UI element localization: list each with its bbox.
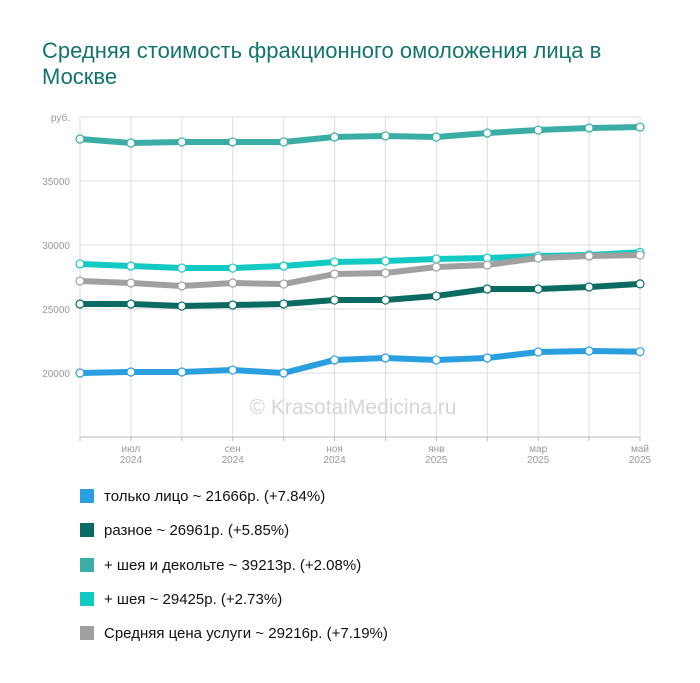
point xyxy=(482,284,492,294)
point xyxy=(177,367,187,377)
legend-swatch xyxy=(80,626,94,641)
legend-swatch xyxy=(80,557,94,572)
point xyxy=(533,347,543,357)
point xyxy=(126,278,136,288)
point xyxy=(482,128,492,138)
point xyxy=(635,250,645,260)
point xyxy=(75,299,85,309)
series-line xyxy=(77,347,643,376)
legend-label: разное ~ 26961р. (+5.85%) xyxy=(104,522,290,540)
legend-swatch xyxy=(80,489,94,503)
point xyxy=(279,261,289,271)
point xyxy=(380,131,391,141)
point xyxy=(584,346,594,356)
x-tick-label: май 2025 xyxy=(628,444,652,466)
point xyxy=(431,291,441,301)
point xyxy=(75,134,85,144)
y-tick-label: 35000 xyxy=(42,177,70,188)
chart-title: Средняя стоимость фракционного омоложени… xyxy=(42,38,602,89)
legend-swatch xyxy=(80,523,94,538)
point xyxy=(635,279,645,289)
point xyxy=(584,123,594,133)
point xyxy=(75,368,85,378)
point xyxy=(380,268,391,278)
point xyxy=(635,347,645,357)
x-tick-label: ноя 2024 xyxy=(323,444,346,466)
y-tick-label: руб. xyxy=(51,112,70,124)
point xyxy=(482,353,492,363)
point xyxy=(228,137,238,147)
point xyxy=(228,300,238,310)
point xyxy=(177,281,187,291)
point xyxy=(177,137,187,147)
x-tick-label: мар 2025 xyxy=(527,444,550,466)
point xyxy=(329,132,340,142)
point xyxy=(279,368,289,378)
watermark: © KrasotaiMedicina.ru xyxy=(250,396,457,419)
point xyxy=(533,125,543,135)
point xyxy=(177,263,187,273)
point xyxy=(431,132,441,142)
point xyxy=(380,295,391,305)
point xyxy=(329,295,340,305)
point xyxy=(329,257,340,267)
point xyxy=(279,299,289,309)
y-tick-label: 25000 xyxy=(42,305,70,316)
point xyxy=(279,279,289,289)
point xyxy=(75,259,85,269)
point xyxy=(228,278,238,288)
legend-label: только лицо ~ 21666р. (+7.84%) xyxy=(104,488,326,505)
point xyxy=(329,269,340,279)
point xyxy=(584,282,594,292)
point xyxy=(533,284,543,294)
y-tick-label: 30000 xyxy=(42,241,70,252)
legend-label: Средняя цена услуги ~ 29216р. (+7.19%) xyxy=(104,625,388,643)
point xyxy=(75,276,85,286)
x-tick-label: сен 2024 xyxy=(221,444,244,466)
point xyxy=(482,260,492,270)
legend-swatch xyxy=(80,591,94,606)
point xyxy=(635,122,645,132)
point xyxy=(431,262,441,272)
point xyxy=(279,137,289,147)
point xyxy=(126,261,136,271)
point xyxy=(380,256,391,266)
series-line xyxy=(77,124,643,146)
point xyxy=(431,355,441,365)
point xyxy=(228,263,238,273)
point xyxy=(380,353,391,363)
y-tick-label: 20000 xyxy=(42,369,70,380)
point xyxy=(533,253,543,263)
legend-label: + шея и декольте ~ 39213р. (+2.08%) xyxy=(104,556,362,574)
point xyxy=(126,367,136,377)
series-line xyxy=(77,252,643,289)
point xyxy=(126,299,136,309)
series-line xyxy=(77,280,643,310)
x-tick-label: июл 2024 xyxy=(119,444,143,466)
point xyxy=(584,251,594,261)
point xyxy=(126,138,136,148)
legend-label: + шея ~ 29425р. (+2.73%) xyxy=(104,590,283,608)
point xyxy=(431,254,441,264)
point xyxy=(228,365,238,375)
x-tick-label: янв 2025 xyxy=(425,444,448,466)
point xyxy=(329,355,340,365)
point xyxy=(177,301,187,311)
